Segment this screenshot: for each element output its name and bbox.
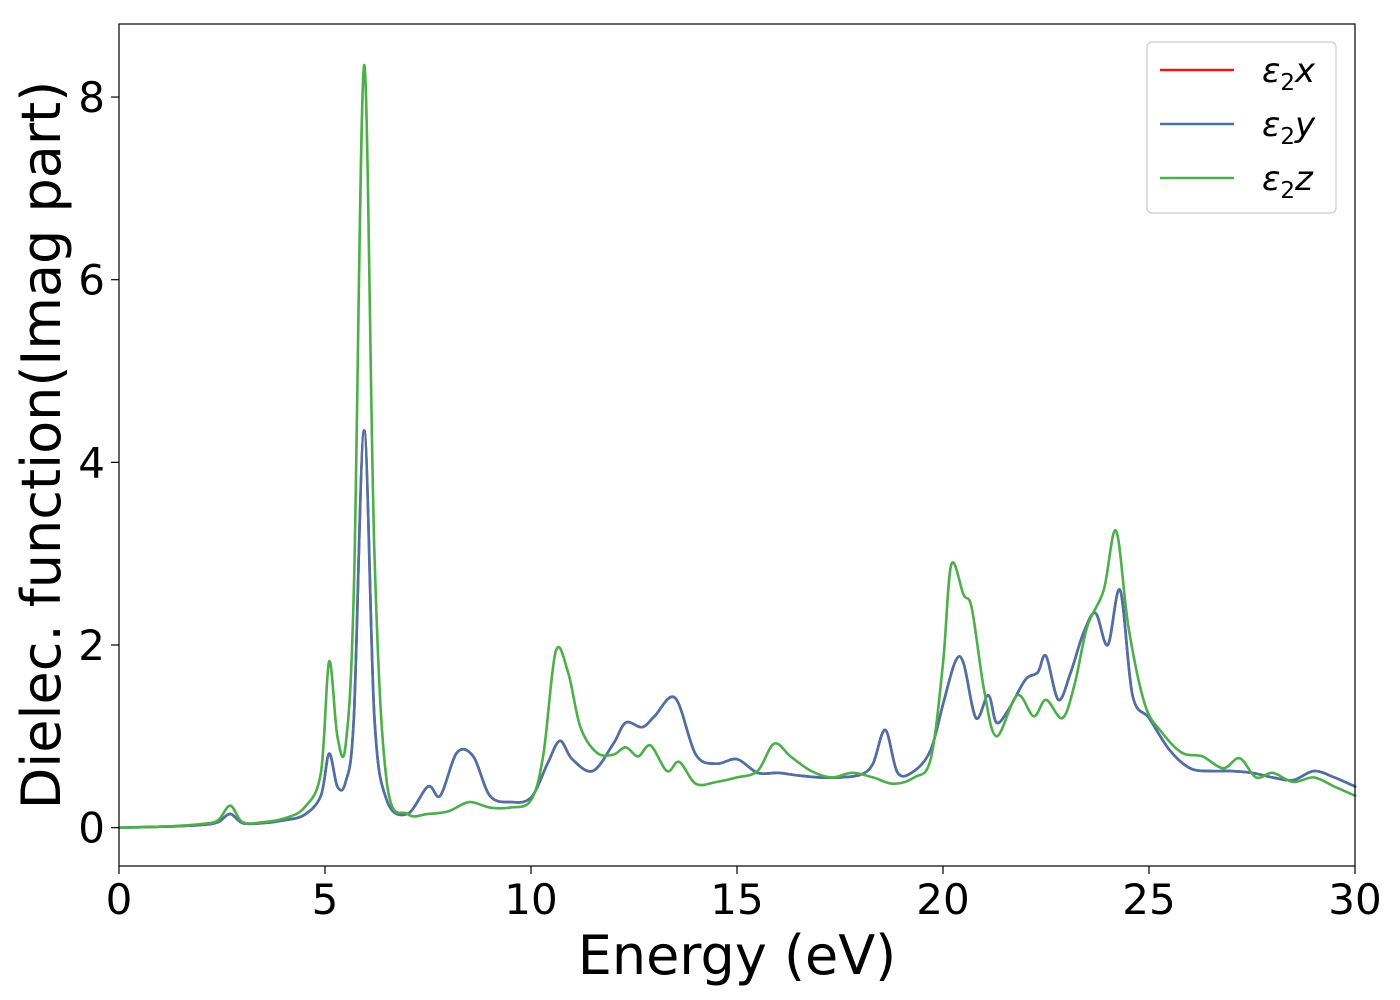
- x-tick-label: 10: [504, 875, 557, 924]
- y-axis: 0 2 4 6 8: [78, 73, 119, 853]
- x-tick-label: 5: [312, 875, 339, 924]
- legend-label-z: ε2z: [1262, 159, 1314, 204]
- x-axis: 0 5 10 15 20 25 30: [106, 866, 1382, 924]
- y-tick-label: 6: [78, 256, 105, 305]
- x-tick-label: 25: [1122, 875, 1175, 924]
- legend: ε2x ε2y ε2z: [1146, 41, 1337, 214]
- x-tick-label: 20: [916, 875, 969, 924]
- series-layer: [117, 63, 1357, 829]
- series-line-z: [117, 63, 1357, 829]
- x-tick-label: 0: [106, 875, 133, 924]
- y-tick-label: 4: [78, 438, 105, 487]
- x-tick-label: 15: [710, 875, 763, 924]
- legend-label-y: ε2y: [1262, 105, 1316, 150]
- y-tick-label: 0: [78, 804, 105, 853]
- series-line-y: [117, 429, 1357, 829]
- legend-box: [1146, 41, 1337, 214]
- legend-label-x: ε2x: [1262, 51, 1316, 96]
- x-axis-title: Energy (eV): [578, 924, 897, 987]
- y-tick-label: 8: [78, 73, 105, 122]
- x-tick-label: 30: [1328, 875, 1381, 924]
- y-tick-label: 2: [78, 621, 105, 670]
- y-axis-title: Dielec. function(Imag part): [10, 81, 73, 810]
